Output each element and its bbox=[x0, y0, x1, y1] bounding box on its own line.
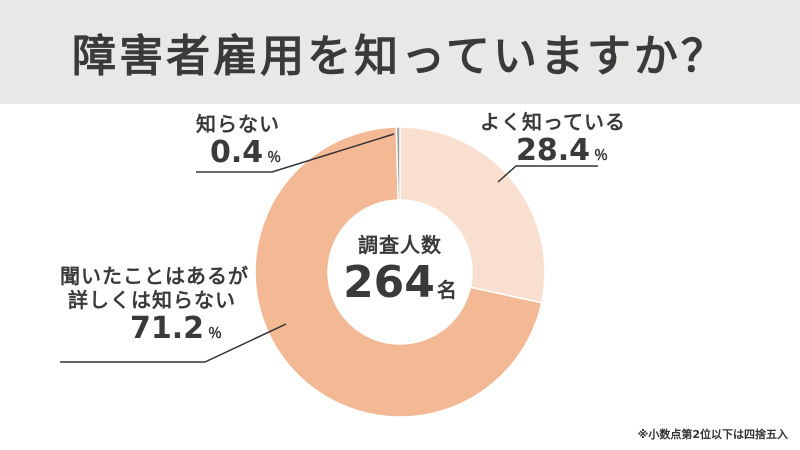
center-summary: 調査人数 264 名 bbox=[336, 232, 464, 308]
label-unknown-name: 知らない bbox=[196, 112, 280, 136]
footnote: ※小数点第2位以下は四捨五入 bbox=[637, 428, 788, 441]
leader-line-heard bbox=[60, 323, 287, 363]
label-heard-unit: ％ bbox=[208, 326, 223, 342]
center-unit: 名 bbox=[436, 278, 457, 302]
chart-title: 障害者雇用を知っていますか？ bbox=[72, 31, 728, 82]
label-unknown: 知らない 0.4 ％ bbox=[196, 112, 281, 170]
label-heard-line-2: 詳しくは知らない bbox=[68, 288, 236, 312]
label-unknown-value-row: 0.4 ％ bbox=[196, 136, 281, 170]
center-label: 調査人数 bbox=[358, 233, 442, 257]
label-heard-value-row: 71.2 ％ bbox=[60, 312, 249, 346]
center-value: 264 bbox=[343, 257, 435, 308]
label-heard-value: 71.2 bbox=[130, 311, 205, 346]
center-value-row: 264 名 bbox=[336, 258, 464, 308]
leader-line-unknown bbox=[196, 133, 395, 173]
slice-well-known bbox=[399, 126, 546, 304]
chart-area: よく知っている 28.4 ％ 聞いたことはあるが 詳しくは知らない 71.2 ％ 知… bbox=[0, 104, 800, 450]
label-well-known-value: 28.4 bbox=[516, 133, 591, 168]
donut-chart bbox=[60, 126, 598, 418]
leader-line-well-known bbox=[497, 165, 598, 183]
label-well-known-value-row: 28.4 ％ bbox=[480, 134, 626, 168]
title-bar: 障害者雇用を知っていますか？ bbox=[0, 0, 800, 104]
slice-heard-but-unfamiliar bbox=[254, 126, 543, 418]
label-well-known-name: よく知っている bbox=[480, 110, 626, 134]
label-heard-line-1: 聞いたことはあるが bbox=[60, 264, 249, 288]
label-heard-but-unfamiliar: 聞いたことはあるが 詳しくは知らない 71.2 ％ bbox=[60, 264, 249, 346]
label-well-known: よく知っている 28.4 ％ bbox=[480, 110, 626, 168]
label-unknown-value: 0.4 bbox=[210, 135, 264, 170]
label-unknown-unit: ％ bbox=[267, 150, 282, 166]
slice-unknown bbox=[395, 126, 401, 201]
label-well-known-unit: ％ bbox=[594, 148, 609, 164]
